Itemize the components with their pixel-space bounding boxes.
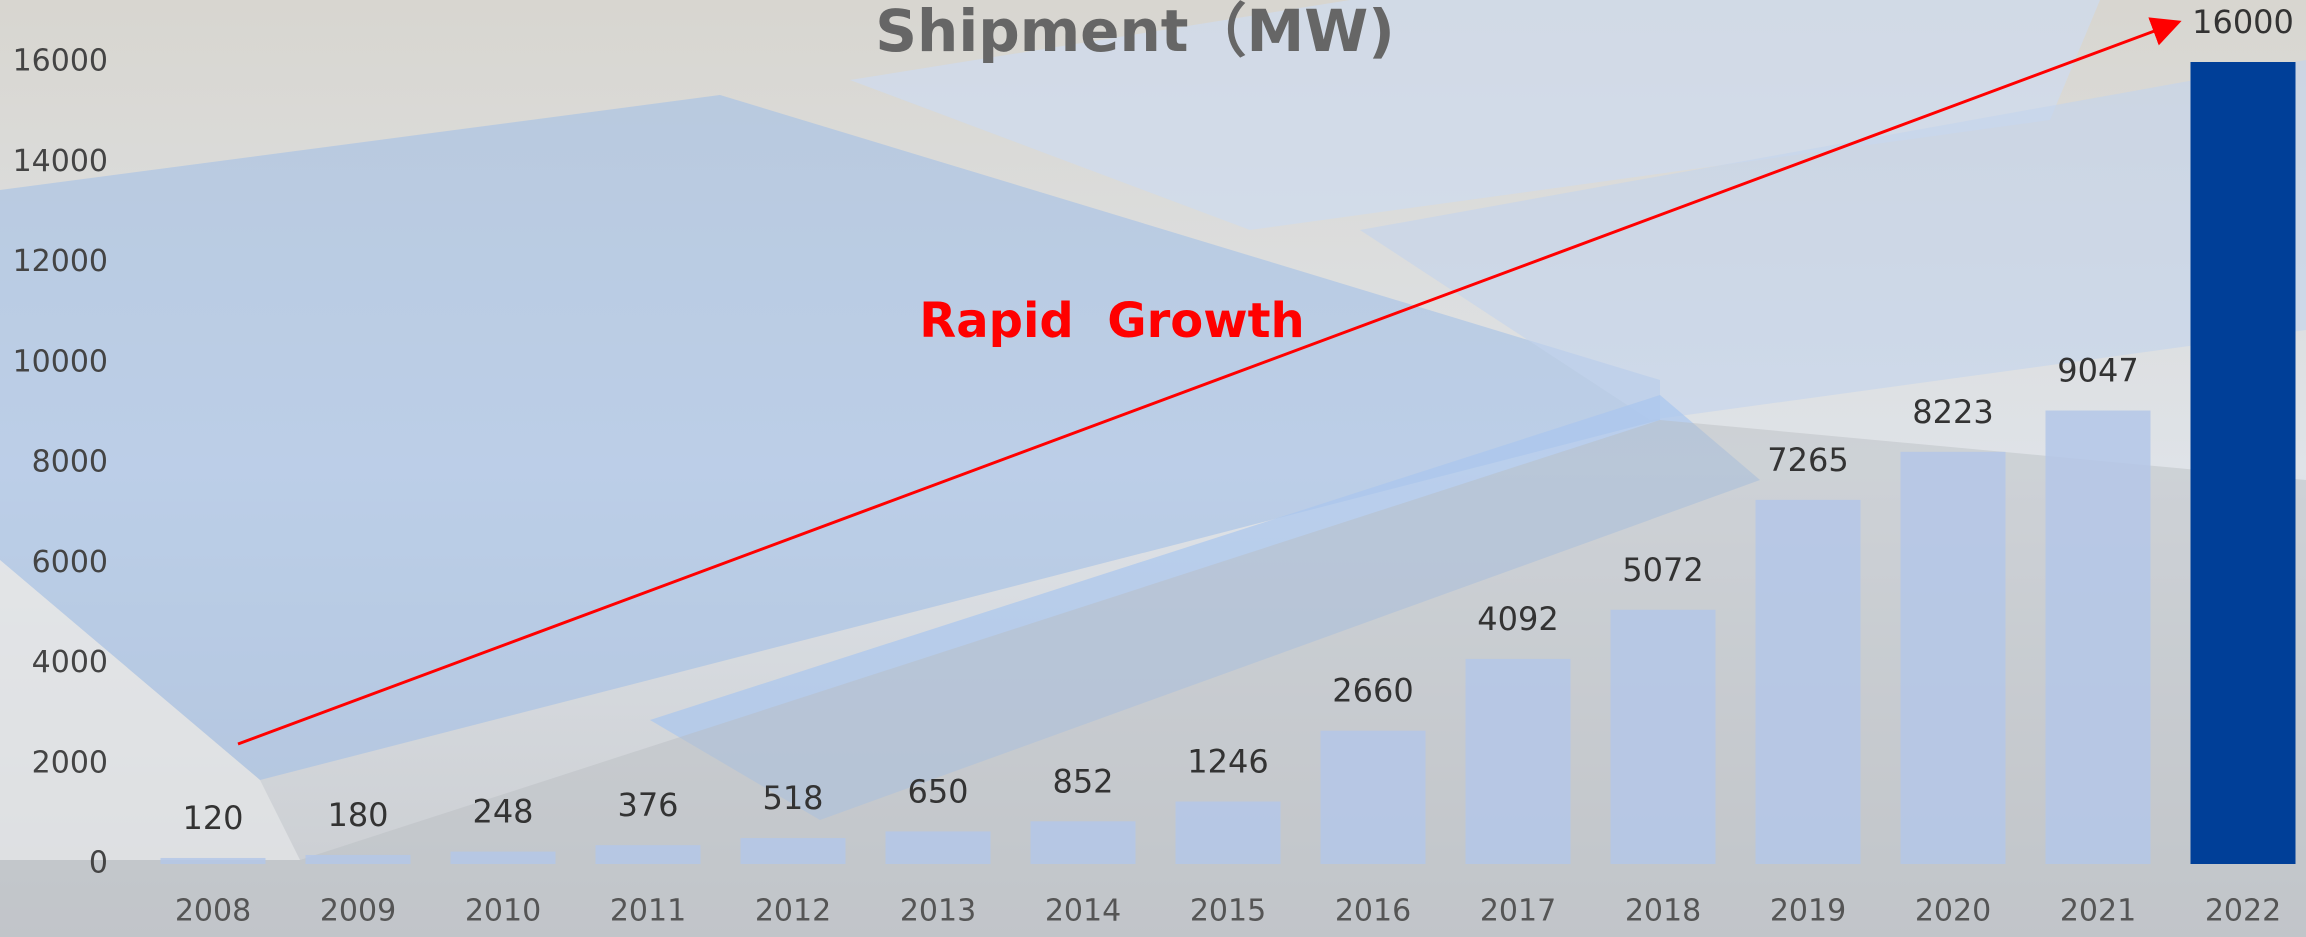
x-tick-label: 2022 [2205,894,2281,929]
x-tick-label: 2021 [2060,894,2136,929]
x-tick-label: 2011 [610,894,686,929]
bar [1755,499,1861,864]
x-tick-label: 2016 [1335,894,1411,929]
value-label: 518 [762,779,823,817]
value-label: 9047 [2057,352,2138,390]
x-tick-label: 2017 [1480,894,1556,929]
bar [305,854,411,864]
value-label: 8223 [1912,393,1993,431]
x-tick-label: 2010 [465,894,541,929]
value-label: 376 [617,786,678,824]
growth-arrow [237,17,2182,746]
value-label: 1246 [1187,743,1268,781]
bar [160,857,266,864]
bar [2045,410,2151,864]
y-tick-label: 10000 [13,344,108,379]
bar [1465,658,1571,864]
value-label: 16000 [2192,3,2294,41]
x-tick-label: 2012 [755,894,831,929]
y-tick-label: 12000 [13,244,108,279]
y-tick-label: 14000 [13,144,108,179]
value-label: 120 [182,799,243,837]
y-tick-label: 4000 [32,645,108,680]
x-tick-label: 2009 [320,894,396,929]
y-tick-label: 0 [89,846,108,881]
bar [885,831,991,864]
value-label: 5072 [1622,551,1703,589]
bar [2190,62,2296,864]
bar [740,838,846,864]
x-tick-label: 2019 [1770,894,1846,929]
bar [450,851,556,864]
value-label: 4092 [1477,600,1558,638]
bar [1175,801,1281,864]
x-tick-label: 2015 [1190,894,1266,929]
x-tick-label: 2018 [1625,894,1701,929]
value-label: 852 [1052,762,1113,800]
bar [1320,730,1426,864]
y-tick-label: 8000 [32,445,108,480]
chart-title: Shipment（MW) [875,0,1394,65]
bar [1900,451,2006,864]
x-tick-label: 2014 [1045,894,1121,929]
y-tick-label: 6000 [32,545,108,580]
x-tick-label: 2008 [175,894,251,929]
value-label: 650 [907,772,968,810]
annotation: Rapid Growth [919,293,1304,349]
bar [1610,609,1716,864]
x-tick-label: 2013 [900,894,976,929]
value-label: 7265 [1767,441,1848,479]
value-label: 2660 [1332,672,1413,710]
y-tick-label: 2000 [32,745,108,780]
bar [595,845,701,864]
value-label: 180 [327,796,388,834]
bar [1030,821,1136,864]
y-tick-label: 16000 [13,44,108,79]
value-label: 248 [472,793,533,831]
x-tick-label: 2020 [1915,894,1991,929]
